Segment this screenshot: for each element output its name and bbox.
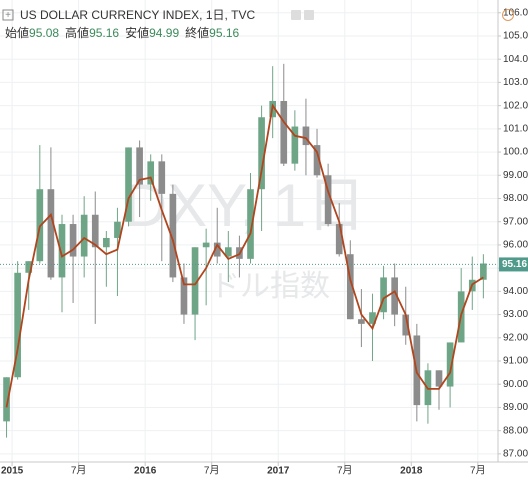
legend-label: 高値 [65,25,89,40]
candle-body [346,254,354,320]
y-tick-label: 104.00 [503,54,528,65]
y-tick-label: 103.00 [503,77,528,88]
y-tick-label: 99.00 [503,170,528,181]
candle-body [169,193,177,278]
candle-body [147,161,155,185]
candle-body [335,224,343,255]
candle-body [324,175,332,225]
y-tick-label: 100.00 [503,147,528,158]
y-tick-label: 106.00 [503,7,528,18]
x-tick-label: 7月 [204,465,220,477]
plot [0,63,498,438]
candle-body [136,147,143,185]
candle-body [291,126,299,164]
x-tick-label: 2018 [400,466,423,477]
candle-body [435,370,443,387]
collapse-icon: + [5,10,11,21]
candle-body [58,224,66,278]
x-tick-label: 2017 [267,466,290,477]
candle-body [358,319,365,324]
settings-button[interactable] [304,10,314,20]
collapse-button[interactable] [2,9,14,21]
y-tick-label: 88.00 [503,425,528,436]
y-tick-label: 89.00 [503,402,528,413]
x-tick-label: 7月 [470,465,486,477]
legend-label: 終値 [185,25,209,40]
axes: 87.00 88.00 89.00 90.00 91.00 92.00 93.00 94.00… [1,7,528,477]
y-tick-label: 97.00 [503,216,528,227]
candle-body [302,126,310,146]
candle-body [47,189,55,278]
y-tick-label: 102.00 [503,100,528,111]
candle-body [191,247,199,315]
candle-body [402,314,410,336]
candle-body [114,221,121,238]
candle-body [313,145,321,176]
candle-body [247,189,254,259]
x-tick-label: 2015 [1,466,24,477]
candle-body [91,214,99,248]
legend-value: 95.08 [29,26,59,40]
candle-body [369,312,376,324]
candle-body [25,261,33,273]
candle-body [213,242,221,257]
clock-icon[interactable] [502,9,514,21]
legend-label: 安値 [125,25,149,40]
y-tick-label: 105.00 [503,31,528,42]
candle-body [180,277,188,315]
candle-body [158,161,166,194]
legend-label: 始値 [5,25,29,40]
y-tick-label: 96.00 [503,240,528,251]
y-tick-label: 87.00 [503,449,528,460]
y-tick-label: 91.00 [503,356,528,367]
candle-body [224,247,232,257]
y-tick-label: 94.00 [503,286,528,297]
watermark-sub: ドル指数 [210,270,330,303]
price-label: 95.16 [502,259,527,270]
chart-title: US DOLLAR CURRENCY INDEX, 1日, TVC [20,8,255,22]
x-tick-label: 7月 [71,465,87,477]
visibility-button[interactable] [291,10,301,20]
candle-body [80,214,88,257]
legend-value: 94.99 [149,26,179,40]
candle-body [3,377,10,422]
candle-body [69,224,77,257]
candle-body [280,100,288,164]
ohlc-legend: 始値 95.08 高値 95.16 安値 94.99 終値 95.16 [5,25,240,40]
candle-body [202,242,210,248]
candle-body [446,342,454,387]
price-label-box [499,257,528,272]
y-tick-label: 98.00 [503,193,528,204]
moving-average-line [5,103,484,408]
candle-body [14,272,21,378]
y-tick-label: 93.00 [503,309,528,320]
y-tick-label: 92.00 [503,332,528,343]
candle-body [480,263,487,280]
x-tick-label: 7月 [337,465,353,477]
y-tick-label: 101.00 [503,123,528,134]
y-tick-label: 90.00 [503,379,528,390]
candle-body [391,277,398,315]
legend-value: 95.16 [209,26,239,40]
candle-body [125,147,132,222]
x-tick-label: 2016 [134,466,157,477]
candle-body [258,117,265,190]
candle-body [103,237,110,248]
legend-value: 95.16 [89,26,119,40]
candle-body [380,277,387,313]
